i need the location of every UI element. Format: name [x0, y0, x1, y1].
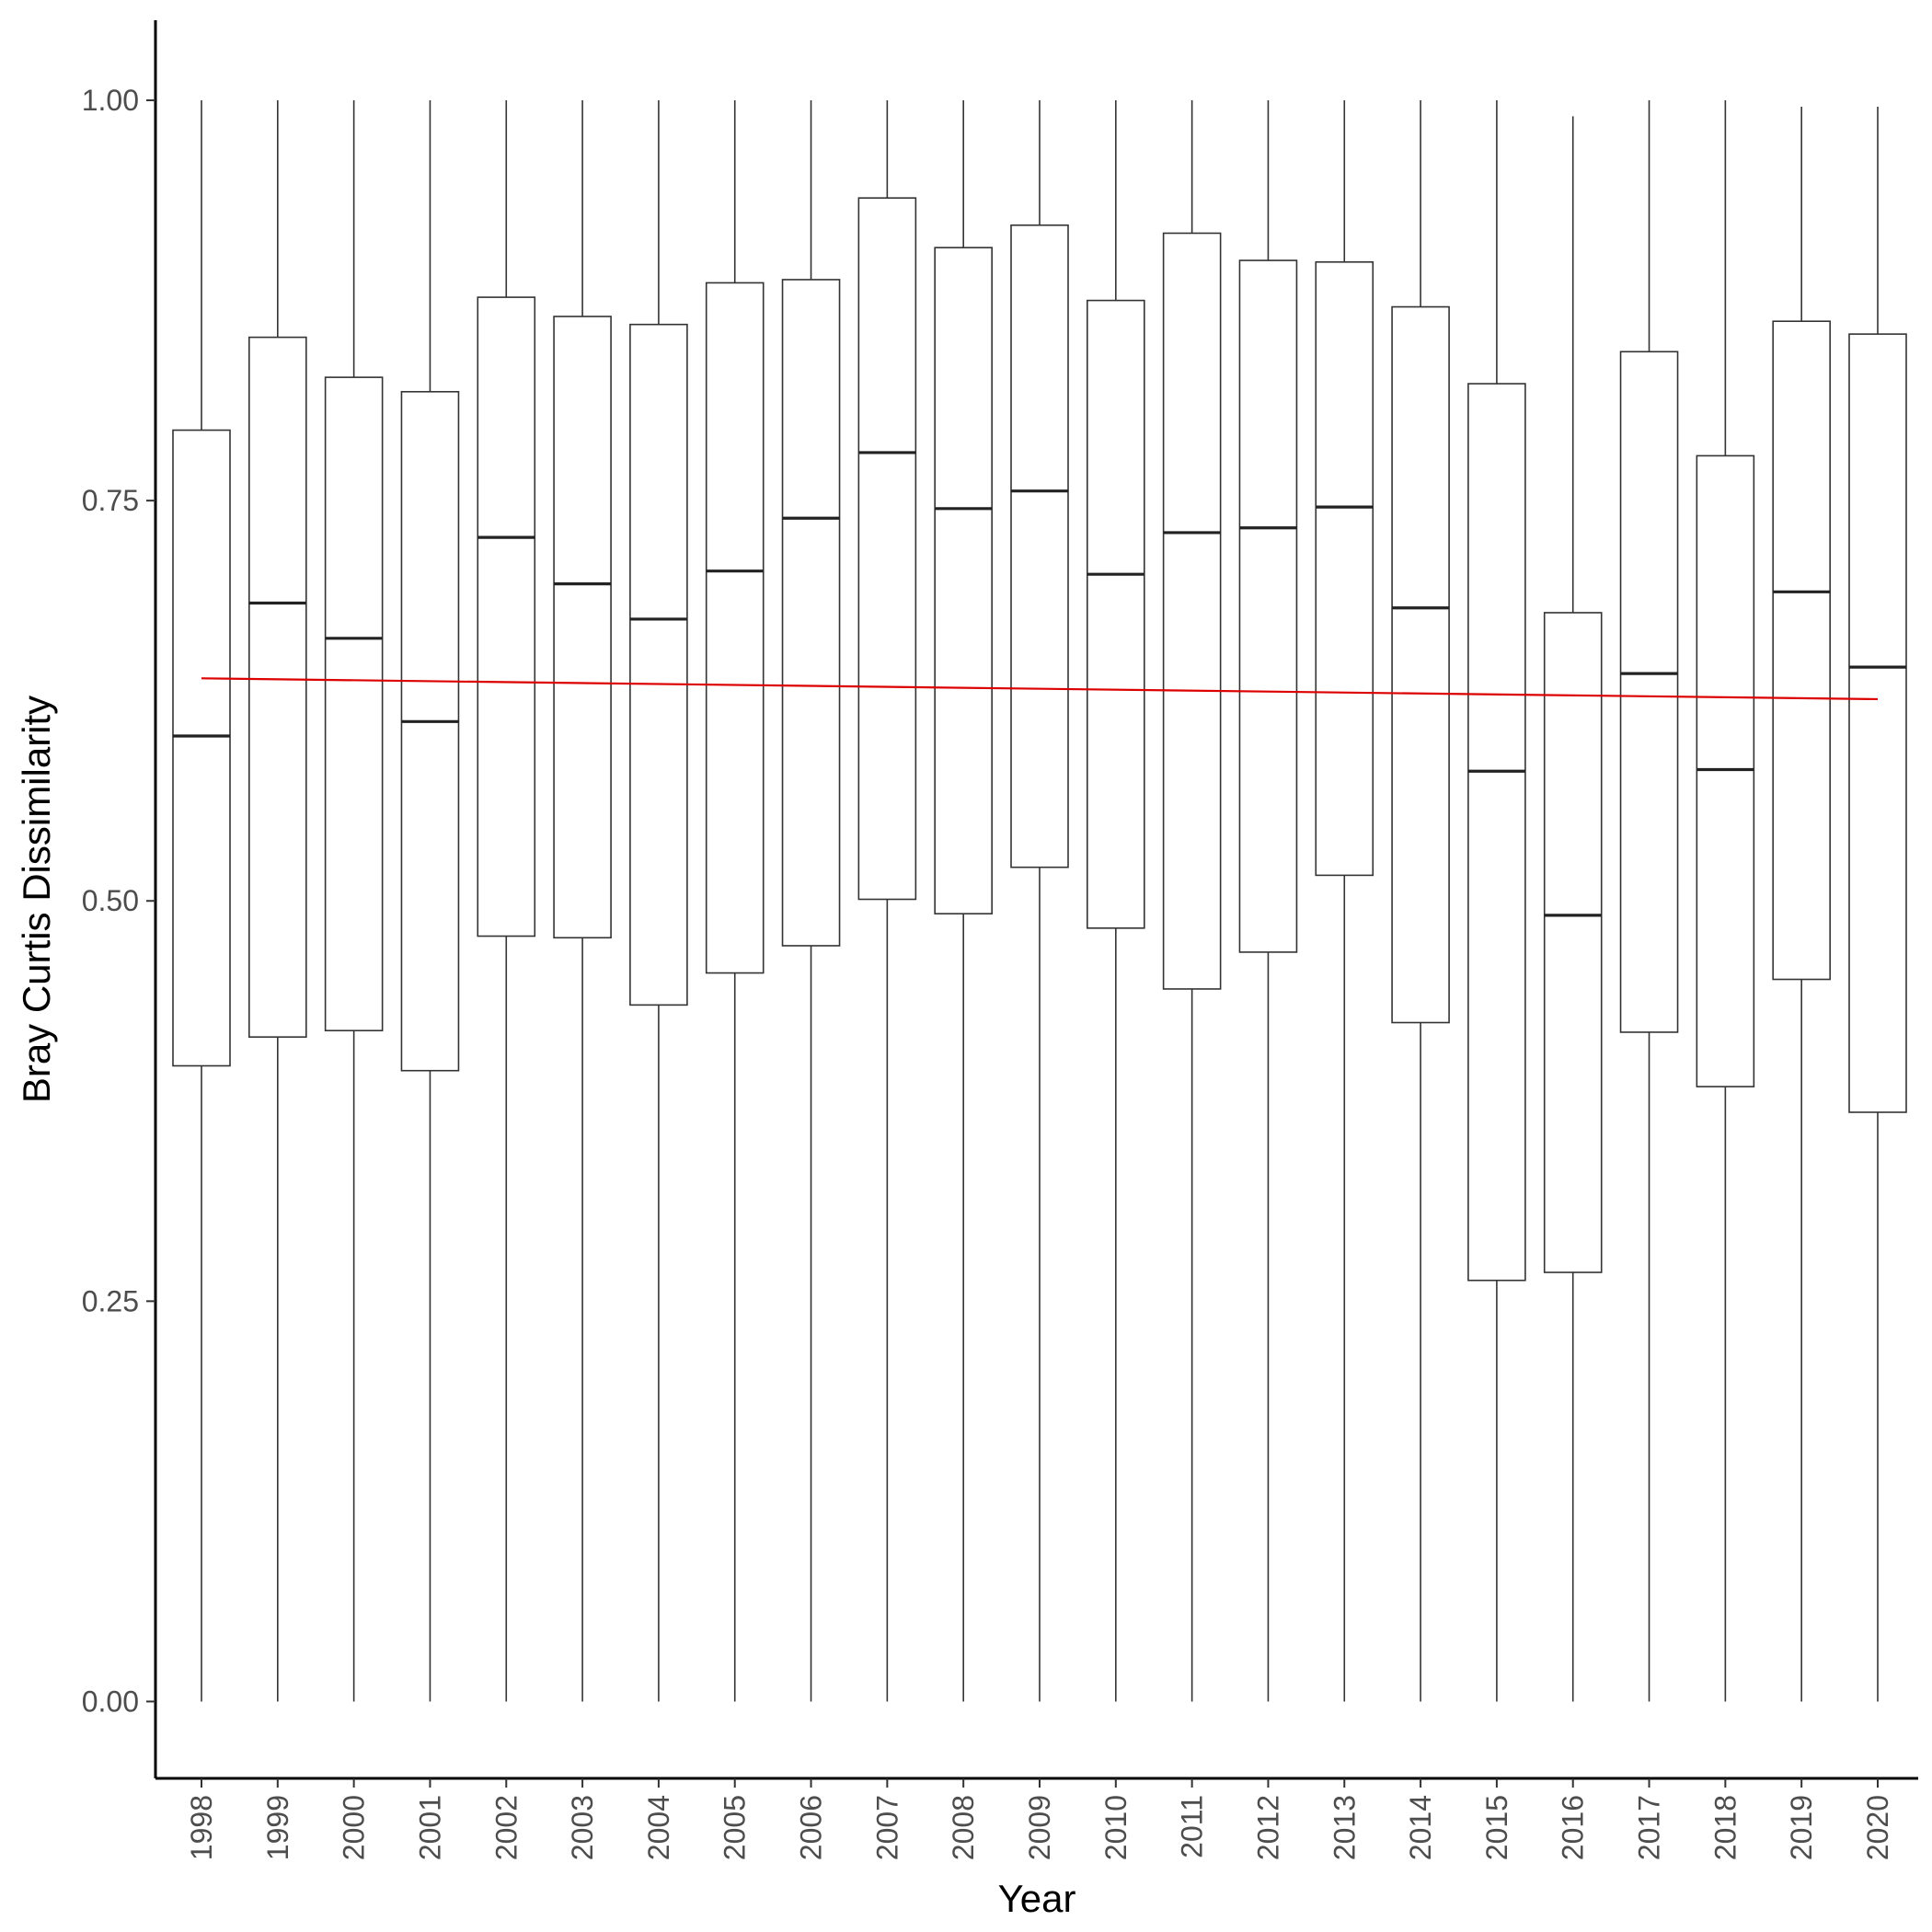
- x-tick-label: 2014: [1404, 1795, 1437, 1860]
- boxes-layer: [172, 100, 1907, 1702]
- box-iqr: [705, 282, 765, 974]
- box-2019: [1772, 106, 1831, 1702]
- box-iqr: [1391, 305, 1450, 1024]
- box-2020: [1848, 106, 1907, 1702]
- box-2010: [1087, 100, 1145, 1702]
- box-1998: [172, 100, 231, 1702]
- x-tick-label: 2004: [642, 1795, 675, 1860]
- y-tick-label: 0.75: [82, 484, 139, 517]
- box-2013: [1315, 100, 1374, 1702]
- x-tick-label: 2011: [1176, 1795, 1209, 1858]
- box-iqr: [324, 376, 384, 1032]
- box-1999: [248, 100, 307, 1702]
- y-ticks: 0.00 0.25 0.50 0.75 1.00: [82, 84, 155, 1718]
- box-2016: [1543, 116, 1603, 1702]
- box-2004: [629, 100, 688, 1702]
- box-2002: [477, 100, 536, 1702]
- box-iqr: [1315, 261, 1374, 877]
- box-iqr: [1238, 259, 1298, 953]
- box-iqr: [1010, 224, 1069, 868]
- box-iqr: [1848, 333, 1907, 1113]
- box-iqr: [1619, 351, 1679, 1033]
- trend-line: [201, 677, 1879, 701]
- y-tick-label: 0.25: [82, 1284, 139, 1317]
- box-2005: [705, 100, 765, 1702]
- axes-layer: [154, 20, 1918, 1780]
- box-iqr: [857, 197, 917, 901]
- x-tick-label: 2006: [795, 1795, 828, 1860]
- box-2001: [400, 100, 460, 1702]
- box-2015: [1467, 100, 1526, 1702]
- x-tick-label: 2020: [1861, 1795, 1894, 1860]
- box-2008: [934, 100, 993, 1702]
- trend-layer: [201, 677, 1879, 701]
- box-2007: [857, 100, 917, 1702]
- y-axis-title: Bray Curtis Dissimilarity: [15, 696, 58, 1103]
- x-tick-label: 2002: [489, 1795, 523, 1860]
- x-tick-label: 2008: [947, 1795, 980, 1860]
- x-tick-label: 2005: [719, 1795, 752, 1860]
- x-tick-label: 2018: [1708, 1795, 1742, 1860]
- box-2009: [1010, 100, 1069, 1702]
- box-iqr: [172, 429, 231, 1067]
- box-2018: [1696, 100, 1755, 1702]
- box-iqr: [477, 296, 536, 937]
- box-iqr: [1543, 612, 1603, 1273]
- x-tick-label: 1998: [185, 1795, 218, 1860]
- box-iqr: [1467, 383, 1526, 1282]
- box-2017: [1619, 100, 1679, 1702]
- x-tick-label: 2017: [1633, 1795, 1666, 1860]
- x-tick-label: 2015: [1480, 1795, 1513, 1860]
- x-tick-label: 1999: [261, 1795, 294, 1860]
- box-iqr: [553, 316, 612, 939]
- box-iqr: [1087, 299, 1145, 929]
- box-2006: [781, 100, 841, 1702]
- box-iqr: [400, 390, 460, 1072]
- y-tick-label: 1.00: [82, 84, 139, 117]
- y-tick-label: 0.50: [82, 884, 139, 917]
- box-iqr: [1772, 320, 1831, 981]
- x-tick-label: 2012: [1251, 1795, 1284, 1860]
- x-ticks: 1998 1999 2000 2001 2002 2003 2004 2005 2006 2007…: [185, 1778, 1894, 1860]
- box-iqr: [1696, 454, 1755, 1087]
- box-2003: [553, 100, 612, 1702]
- box-iqr: [629, 323, 688, 1006]
- box-iqr: [1162, 232, 1222, 990]
- x-tick-label: 2001: [413, 1795, 446, 1860]
- x-tick-label: 2010: [1099, 1795, 1133, 1860]
- x-tick-label: 2003: [566, 1795, 599, 1860]
- x-tick-label: 2000: [338, 1795, 371, 1860]
- x-tick-label: 2016: [1557, 1795, 1590, 1860]
- box-iqr: [248, 336, 307, 1038]
- box-2000: [324, 100, 384, 1702]
- x-tick-label: 2013: [1328, 1795, 1361, 1860]
- x-axis-title: Year: [998, 1877, 1076, 1920]
- y-tick-label: 0.00: [82, 1685, 139, 1718]
- box-2014: [1391, 100, 1450, 1702]
- x-tick-label: 2019: [1785, 1795, 1818, 1860]
- box-iqr: [934, 247, 993, 914]
- box-iqr: [781, 279, 841, 947]
- box-2012: [1238, 100, 1298, 1702]
- x-tick-label: 2009: [1023, 1795, 1056, 1860]
- box-2011: [1162, 100, 1222, 1702]
- x-tick-label: 2007: [870, 1795, 903, 1860]
